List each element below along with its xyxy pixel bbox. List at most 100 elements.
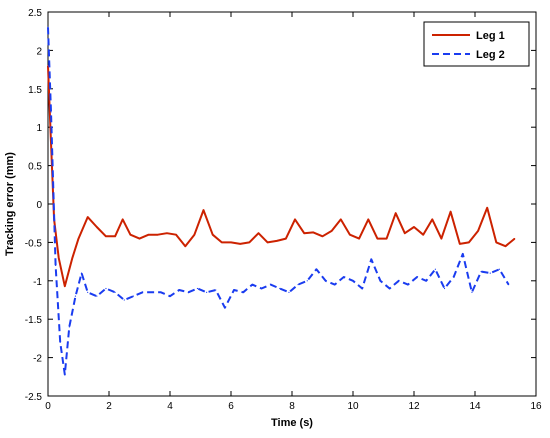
x-tick-label: 10 — [347, 401, 359, 412]
data-point-leg-2 — [288, 291, 290, 293]
data-point-leg-1 — [58, 257, 60, 259]
data-point-leg-1 — [514, 237, 516, 240]
data-point-leg-1 — [294, 218, 296, 220]
data-point-leg-2 — [196, 287, 199, 290]
y-tick-label: -2.5 — [25, 392, 43, 403]
data-point-leg-2 — [233, 289, 235, 291]
data-point-leg-1 — [486, 207, 488, 209]
data-point-leg-1 — [71, 257, 73, 259]
data-point-leg-1 — [440, 237, 443, 240]
legend-label-leg-2: Leg 2 — [476, 49, 505, 61]
data-point-leg-2 — [80, 272, 83, 274]
data-point-leg-2 — [389, 287, 391, 290]
x-tick-label: 2 — [106, 401, 112, 412]
series-group — [47, 26, 516, 376]
data-point-leg-2 — [270, 284, 272, 286]
data-point-leg-1 — [267, 241, 269, 243]
data-point-leg-1 — [367, 218, 369, 220]
data-point-leg-1 — [64, 285, 66, 287]
data-point-leg-1 — [450, 211, 452, 213]
data-point-leg-1 — [105, 235, 107, 237]
legend-box — [423, 21, 530, 67]
data-point-leg-2 — [453, 276, 455, 278]
data-point-leg-2 — [160, 291, 162, 293]
data-point-leg-2 — [498, 268, 500, 270]
data-point-leg-2 — [251, 284, 253, 286]
data-point-leg-2 — [352, 280, 354, 282]
data-point-leg-1 — [321, 235, 324, 237]
axis-ticks: 0 2 4 6 8 10 12 14 16 2.5 2 1.5 1 0.5 0 -0.5 -1 -1.5 -2 -2.… — [25, 8, 542, 412]
data-point-leg-1 — [285, 237, 287, 240]
y-tick-label: 2.5 — [28, 8, 42, 19]
data-point-leg-2 — [132, 295, 134, 297]
data-point-leg-2 — [50, 111, 52, 113]
data-point-leg-2 — [407, 284, 409, 286]
data-point-leg-2 — [224, 307, 226, 309]
data-point-leg-2 — [361, 287, 363, 290]
data-point-leg-2 — [215, 289, 217, 291]
data-point-leg-2 — [471, 291, 473, 293]
data-point-leg-2 — [68, 326, 70, 328]
y-tick-label: 1 — [36, 123, 42, 134]
x-tick-label: 6 — [228, 401, 234, 412]
data-point-leg-2 — [398, 280, 400, 282]
y-axis-label: Tracking error (mm) — [4, 152, 16, 256]
data-point-leg-2 — [187, 291, 189, 293]
data-point-leg-2 — [47, 26, 49, 28]
data-point-leg-2 — [105, 287, 107, 290]
data-point-leg-2 — [434, 268, 436, 270]
data-point-leg-1 — [385, 237, 388, 240]
data-point-leg-1 — [257, 232, 260, 234]
data-point-leg-1 — [331, 230, 333, 232]
data-point-leg-2 — [480, 270, 482, 273]
data-point-leg-1 — [221, 241, 223, 243]
data-point-leg-1 — [248, 241, 250, 243]
data-point-leg-1 — [358, 237, 360, 240]
data-point-leg-1 — [193, 234, 195, 236]
data-point-leg-2 — [96, 295, 98, 297]
data-point-leg-2 — [114, 291, 116, 293]
data-point-leg-2 — [297, 284, 299, 286]
legend-label-leg-1: Leg 1 — [476, 30, 505, 42]
data-point-leg-2 — [87, 291, 89, 293]
data-point-leg-2 — [260, 287, 263, 290]
data-point-leg-1 — [230, 241, 232, 243]
data-point-leg-1 — [477, 230, 479, 232]
data-point-leg-1 — [459, 243, 461, 245]
y-tick-label: 0.5 — [28, 162, 42, 173]
data-point-leg-2 — [334, 284, 336, 286]
x-tick-label: 12 — [408, 401, 420, 412]
data-point-leg-1 — [495, 241, 497, 243]
data-point-leg-2 — [324, 280, 327, 282]
data-point-leg-1 — [175, 234, 177, 236]
data-point-leg-1 — [184, 245, 186, 247]
y-tick-label: 1.5 — [28, 85, 42, 96]
data-point-leg-1 — [431, 218, 433, 220]
legend: Leg 1 Leg 2 — [423, 21, 530, 67]
data-point-leg-2 — [489, 272, 491, 274]
data-point-leg-1 — [349, 234, 351, 236]
data-point-leg-1 — [395, 212, 397, 214]
data-point-leg-1 — [468, 241, 470, 243]
x-tick-label: 14 — [469, 401, 481, 412]
data-point-leg-1 — [47, 65, 49, 67]
data-point-leg-1 — [166, 232, 168, 234]
data-point-leg-2 — [279, 287, 281, 290]
data-point-leg-1 — [77, 237, 80, 240]
data-point-leg-1 — [376, 237, 378, 240]
y-tick-label: -2 — [33, 354, 42, 365]
data-point-leg-2 — [370, 258, 372, 260]
plot-area — [47, 11, 537, 397]
data-point-leg-2 — [59, 341, 61, 343]
data-point-leg-1 — [504, 245, 507, 247]
data-point-leg-1 — [276, 240, 278, 242]
data-point-leg-1 — [157, 234, 159, 236]
data-point-leg-2 — [123, 299, 125, 301]
data-point-leg-1 — [239, 243, 241, 245]
y-tick-label: -0.5 — [25, 238, 43, 249]
data-point-leg-2 — [151, 291, 153, 293]
data-point-leg-1 — [96, 226, 98, 228]
data-point-leg-2 — [343, 276, 345, 278]
data-point-leg-2 — [379, 280, 382, 282]
